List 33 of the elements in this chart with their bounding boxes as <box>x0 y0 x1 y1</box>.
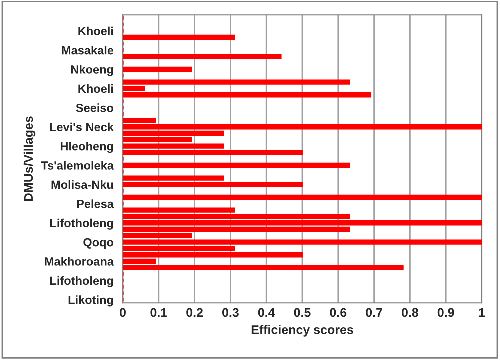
y-tick-label: Lifotholeng <box>50 218 114 230</box>
bar <box>123 162 350 168</box>
y-tick-label: Makhoroana <box>45 257 114 266</box>
y-tick-label: Likoting <box>68 296 114 307</box>
x-tick-label: 0.6 <box>330 308 347 318</box>
bar <box>123 34 236 40</box>
y-tick-label: Nkoeng <box>71 65 114 76</box>
x-tick-label: 0.5 <box>294 308 311 318</box>
x-tick-label: 0.8 <box>402 308 419 318</box>
x-tick-label: 0.3 <box>222 308 239 318</box>
y-tick-label: Levi's Neck <box>50 122 114 132</box>
y-tick-label: Molisa-Nku <box>52 180 114 190</box>
x-axis-title: Efficiency scores <box>252 325 354 337</box>
x-tick-label: 1 <box>479 308 486 318</box>
y-axis-title: DMUs/Villages <box>24 116 36 202</box>
bar <box>123 54 282 60</box>
x-tick-label: 0 <box>120 308 126 318</box>
y-tick-label: Khoeli <box>78 26 114 36</box>
y-tick-label: Pelesa <box>77 200 114 208</box>
y-tick-label: Hleoheng <box>60 142 114 154</box>
bar <box>123 66 192 72</box>
y-tick-label: Khoeli <box>78 84 114 94</box>
x-tick-label: 0.4 <box>258 308 276 318</box>
y-tick-label: Lifotholeng <box>50 276 114 288</box>
x-tick-label: 0.7 <box>366 308 382 318</box>
y-tick-label: Qoqo <box>84 238 114 250</box>
x-tick-label: 0.2 <box>186 308 203 318</box>
bar <box>123 194 482 200</box>
y-tick-label: Ts'alemoleka <box>41 161 114 170</box>
x-tick-label: 0.1 <box>150 308 168 318</box>
y-tick-label: Masakale <box>62 46 114 55</box>
x-tick-label: 0.9 <box>438 308 454 318</box>
y-tick-label: Seeiso <box>76 104 114 112</box>
